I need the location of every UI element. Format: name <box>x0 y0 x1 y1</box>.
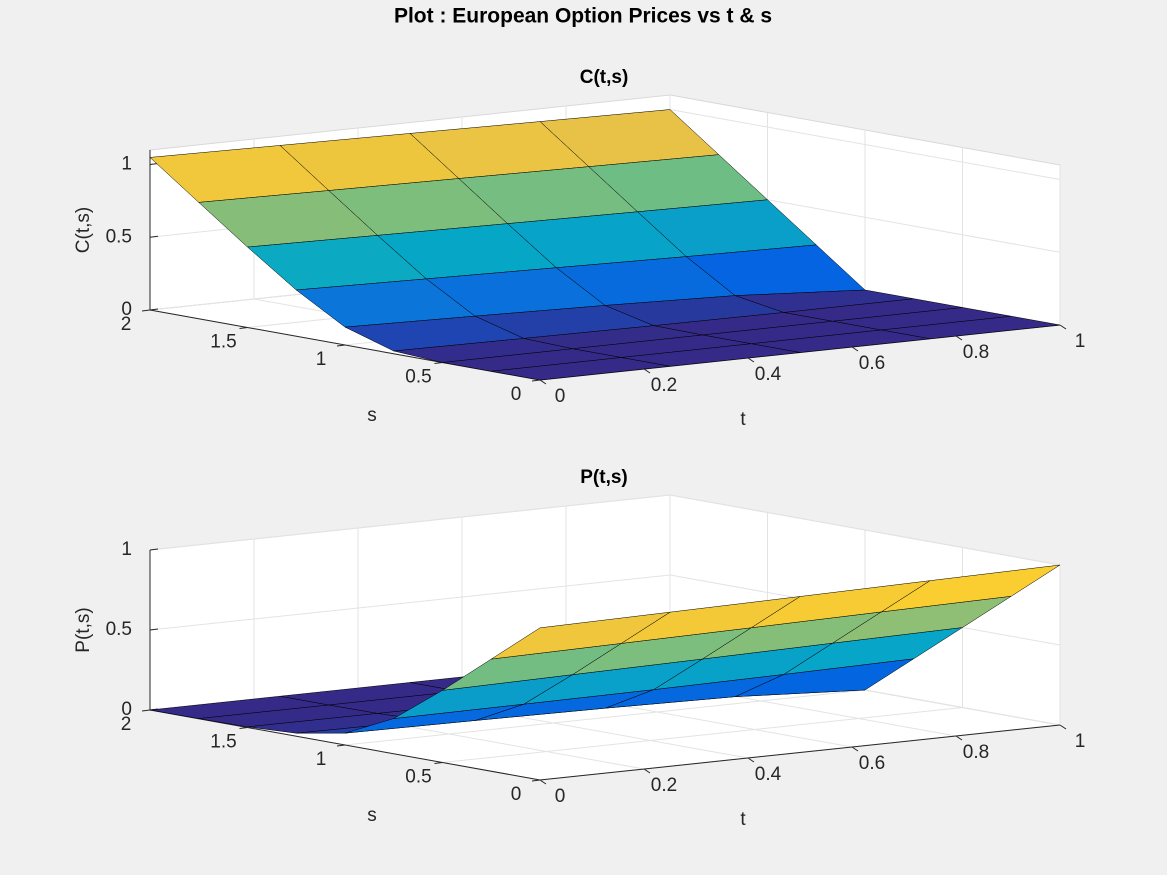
x-tick-label: 0.8 <box>963 742 989 763</box>
tick-mark <box>539 779 547 785</box>
x-axis-label: t <box>740 409 746 430</box>
y-tick-label: 1.5 <box>210 332 236 353</box>
x-tick-label: 0.6 <box>859 353 885 374</box>
chart-title: C(t,s) <box>580 67 629 88</box>
x-tick-label: 1 <box>1075 331 1086 352</box>
y-tick-label: 1 <box>316 349 327 370</box>
y-tick-label: 0.5 <box>405 367 431 388</box>
grid-line <box>669 109 1061 181</box>
tick-mark <box>149 628 159 631</box>
figure-title: Plot : European Option Prices vs t & s <box>394 5 772 28</box>
tick-mark <box>747 357 755 363</box>
x-tick-label: 0.4 <box>755 764 782 785</box>
grid-line <box>344 689 866 746</box>
y-tick-label: 2 <box>121 714 132 735</box>
chart-title: P(t,s) <box>580 467 628 488</box>
surface-patch <box>491 357 671 381</box>
tick-mark <box>149 235 159 238</box>
tick-mark <box>851 746 859 752</box>
y-axis-line <box>149 709 541 781</box>
z-tick-label: 0.5 <box>106 619 132 640</box>
tick-mark <box>149 548 159 551</box>
z-tick-label: 1 <box>121 539 132 560</box>
tick-mark <box>643 368 651 374</box>
tick-mark <box>141 709 151 712</box>
x-tick-label: 1 <box>1075 731 1086 752</box>
tick-mark <box>643 768 651 774</box>
tick-mark <box>1059 324 1067 330</box>
tick-mark <box>955 335 963 341</box>
x-tick-label: 0.6 <box>859 753 885 774</box>
x-axis-line <box>539 724 1061 781</box>
tick-mark <box>141 309 151 312</box>
z-tick-label: 0 <box>121 699 132 720</box>
y-tick-label: 0.5 <box>405 767 431 788</box>
x-axis-label: t <box>740 809 746 830</box>
grid-line <box>149 574 671 631</box>
x-tick-label: 0.2 <box>651 775 677 796</box>
y-tick-label: 1 <box>316 749 327 770</box>
grid-line <box>669 494 1061 566</box>
y-axis-label: s <box>367 405 377 426</box>
z-axis-label: P(t,s) <box>73 607 94 652</box>
tick-mark <box>955 735 963 741</box>
y-tick-label: 2 <box>121 314 132 335</box>
grid-line <box>149 494 671 551</box>
tick-mark <box>539 379 547 385</box>
z-tick-label: 0 <box>121 299 132 320</box>
y-tick-label: 0 <box>511 384 522 405</box>
y-tick-label: 0 <box>511 784 522 805</box>
z-tick-label: 1 <box>121 154 132 175</box>
grid-line <box>442 707 963 763</box>
y-tick-label: 1.5 <box>210 732 236 753</box>
y-axis-label: s <box>367 805 377 826</box>
tick-mark <box>747 757 755 763</box>
z-axis-label: C(t,s) <box>73 207 94 253</box>
tick-mark <box>1059 724 1067 730</box>
z-tick-label: 0.5 <box>106 226 132 247</box>
x-tick-label: 0 <box>555 386 566 407</box>
x-tick-label: 0 <box>555 786 566 807</box>
surface-patch <box>491 611 671 660</box>
x-tick-label: 0.4 <box>755 364 782 385</box>
tick-mark <box>851 346 859 352</box>
x-tick-label: 0.2 <box>651 375 677 396</box>
x-tick-label: 0.8 <box>963 342 989 363</box>
